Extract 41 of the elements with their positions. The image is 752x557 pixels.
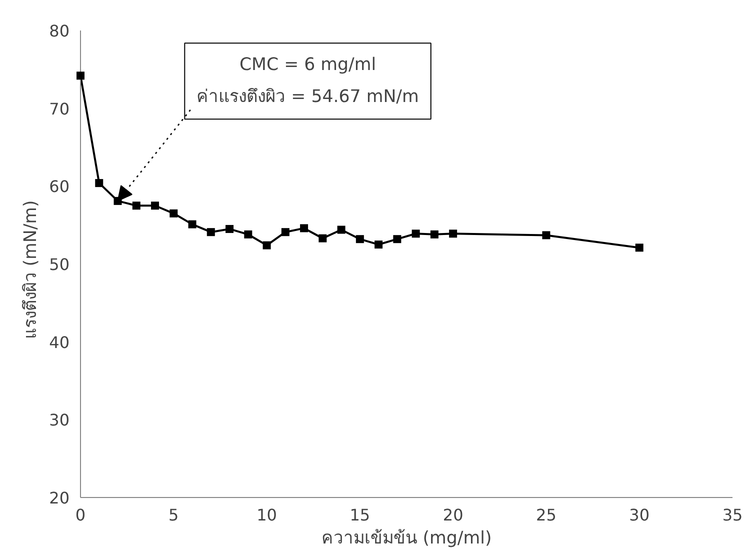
point	[635, 244, 644, 252]
y-tick-label: 70	[49, 99, 70, 118]
y-tick-label: 30	[49, 410, 70, 430]
point	[95, 179, 104, 188]
x-tick-label: 5	[168, 506, 179, 524]
point	[356, 235, 364, 244]
y-tick-label: 20	[49, 488, 70, 508]
point	[300, 224, 308, 232]
point	[206, 228, 215, 236]
x-tick-label: 15	[350, 506, 370, 524]
point	[318, 234, 327, 242]
x-tick-label: 25	[536, 506, 556, 524]
point	[262, 241, 271, 250]
y-tick-label: 80	[49, 22, 70, 40]
x-tick-label: 10	[256, 506, 277, 524]
point	[374, 240, 383, 249]
point	[281, 228, 290, 236]
x-tick-label: 0	[75, 506, 86, 524]
point	[170, 209, 178, 218]
x-tick-label: 30	[629, 506, 650, 524]
point	[449, 230, 458, 238]
x-tick-label: 35	[722, 506, 743, 524]
point	[337, 226, 346, 234]
point	[244, 230, 252, 238]
y-tick-label: 40	[49, 332, 70, 352]
point	[393, 235, 402, 244]
point	[76, 72, 84, 80]
point	[188, 220, 196, 228]
point	[412, 230, 420, 238]
y-axis-title: แรงตึงผิว (mN/m)	[21, 200, 42, 339]
y-tick-label: 60	[49, 177, 70, 196]
point	[114, 196, 122, 205]
x-tick-label: 20	[442, 506, 464, 524]
annotation: CMC = 6 mg/ml ค่าแรงตึงผิว = 54.67 mN/m	[196, 55, 419, 108]
point	[132, 202, 140, 210]
point	[430, 230, 438, 238]
x-axis-title: ความเข้มข้น (mg/ml)	[321, 528, 492, 548]
point	[226, 224, 234, 233]
point	[542, 231, 550, 240]
y-tick-label: 50	[49, 255, 70, 274]
point	[151, 202, 160, 210]
